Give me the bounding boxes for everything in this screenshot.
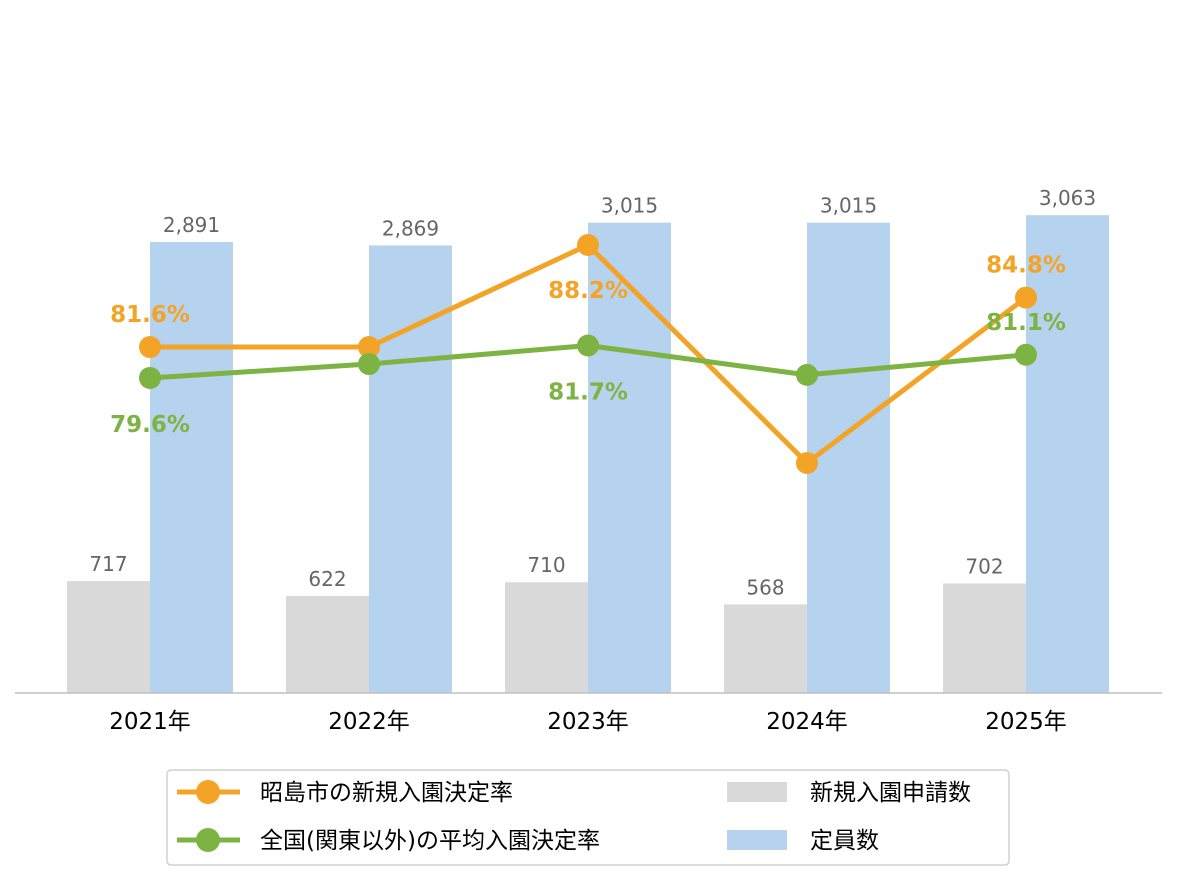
- rate-label-national: 81.7%: [548, 379, 628, 405]
- bar-label-applications: 622: [308, 567, 346, 591]
- legend-box: [166, 769, 1010, 866]
- point-national-rate: [1015, 343, 1037, 366]
- x-tick-label: 2023年: [547, 709, 629, 735]
- bar-label-applications: 568: [746, 575, 784, 599]
- x-tick-label: 2021年: [109, 709, 191, 735]
- legend-dot-national: [196, 828, 220, 852]
- bar-capacity: [150, 242, 233, 693]
- point-akishima-rate: [139, 336, 161, 359]
- point-akishima-rate: [577, 234, 599, 256]
- bar-label-capacity: 2,869: [382, 216, 439, 240]
- bar-group: 717 2,891 622 2,869 710 3,015 568 3,015 702 3,063: [67, 186, 1109, 693]
- x-tick-label: 2025年: [985, 709, 1067, 735]
- legend-label-akishima: 昭島市の新規入園決定率: [260, 780, 513, 806]
- rate-label-national: 79.6%: [110, 412, 190, 438]
- bar-applications: [67, 581, 150, 693]
- bar-applications: [505, 582, 588, 693]
- bar-label-applications: 702: [965, 554, 1003, 578]
- legend: 昭島市の新規入園決定率 全国(関東以外)の平均入園決定率 新規入園申請数 定員数: [166, 769, 1010, 866]
- rate-label-akishima: 88.2%: [548, 278, 628, 304]
- x-tick-label: 2022年: [328, 709, 410, 735]
- rate-label-group: 81.6% 88.2% 84.8% 79.6% 81.7% 81.1%: [110, 253, 1066, 438]
- point-national-rate: [139, 366, 161, 389]
- point-akishima-rate: [358, 336, 380, 359]
- legend-label-national: 全国(関東以外)の平均入園決定率: [260, 828, 600, 854]
- bar-label-capacity: 3,063: [1039, 186, 1096, 210]
- x-tick-labels: 2021年 2022年 2023年 2024年 2025年: [109, 709, 1067, 735]
- bar-label-capacity: 2,891: [163, 213, 220, 237]
- point-akishima-rate: [1015, 286, 1037, 309]
- bar-applications: [943, 583, 1026, 693]
- rate-label-national: 81.1%: [986, 310, 1066, 336]
- bar-label-capacity: 3,015: [601, 194, 658, 218]
- bar-capacity: [588, 222, 671, 693]
- bar-capacity: [1026, 215, 1109, 693]
- legend-label-capacity: 定員数: [810, 828, 879, 854]
- bar-applications: [286, 595, 369, 693]
- rate-label-akishima: 81.6%: [110, 302, 190, 328]
- point-national-rate: [358, 353, 380, 376]
- bar-label-applications: 717: [89, 552, 127, 576]
- point-akishima-rate: [796, 452, 818, 474]
- legend-label-applications: 新規入園申請数: [810, 780, 971, 806]
- x-tick-label: 2024年: [766, 709, 848, 735]
- point-national-rate: [577, 334, 599, 357]
- bar-capacity: [369, 245, 452, 693]
- legend-dot-akishima: [196, 780, 220, 804]
- bar-applications: [724, 604, 807, 693]
- point-national-rate: [796, 363, 818, 386]
- legend-swatch-applications: [727, 782, 787, 802]
- bar-label-applications: 710: [527, 553, 565, 577]
- legend-swatch-capacity: [727, 830, 787, 850]
- line-group: [139, 234, 1037, 474]
- rate-label-akishima: 84.8%: [986, 253, 1066, 279]
- bar-capacity: [807, 222, 890, 693]
- bar-label-capacity: 3,015: [820, 194, 877, 218]
